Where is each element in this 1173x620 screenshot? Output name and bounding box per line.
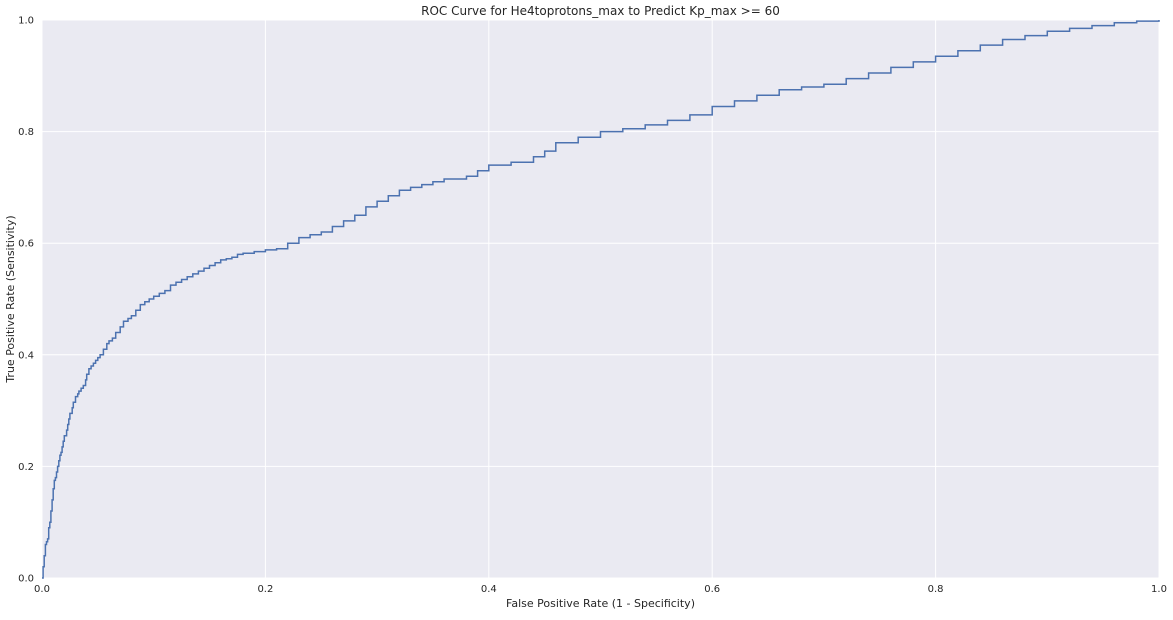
roc-curve-line — [42, 20, 1160, 579]
y-tick-label: 1.0 — [18, 16, 34, 27]
y-tick-label: 0.8 — [18, 127, 34, 138]
grid-lines — [41, 19, 1160, 579]
plot-area — [42, 20, 1159, 578]
y-axis-label: True Positive Rate (Sensitivity) — [4, 215, 17, 383]
x-tick-label: 0.0 — [34, 584, 50, 595]
y-tick-label: 0.4 — [18, 350, 34, 361]
x-tick-label: 0.2 — [257, 584, 273, 595]
y-tick-label: 0.2 — [18, 462, 34, 473]
tick-labels: 0.0 0.2 0.4 0.6 0.8 1.0 0.0 0.2 0.4 0.6 0.8 1.0 — [18, 16, 1167, 596]
y-tick-label: 0.6 — [18, 239, 34, 250]
x-axis-label: False Positive Rate (1 - Specificity) — [506, 597, 695, 610]
y-tick-label: 0.0 — [18, 574, 34, 585]
chart-title: ROC Curve for He4toprotons_max to Predic… — [421, 4, 780, 18]
x-tick-label: 0.8 — [928, 584, 944, 595]
x-tick-label: 1.0 — [1151, 584, 1167, 595]
x-tick-label: 0.6 — [704, 584, 720, 595]
x-tick-label: 0.4 — [481, 584, 497, 595]
